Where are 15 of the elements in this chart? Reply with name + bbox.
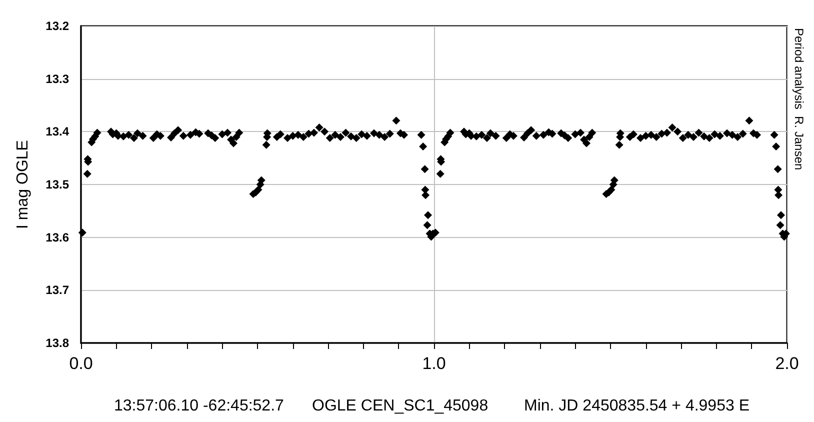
text: Period analysis R. Jansen bbox=[792, 28, 806, 170]
y-tick-label: 13.7 bbox=[46, 283, 70, 298]
x-tick-label: 1.0 bbox=[422, 354, 446, 373]
y-tick-label: 13.2 bbox=[46, 19, 70, 33]
y-tick-label: 13.8 bbox=[46, 336, 70, 350]
y-tick-label: 13.6 bbox=[46, 230, 70, 244]
x-tick-label: 0.0 bbox=[69, 354, 93, 373]
x-tick-label: 2.0 bbox=[775, 354, 799, 373]
text: Min. JD 2450835.54 + 4.9953 E bbox=[524, 398, 750, 414]
text: OGLE CEN_SC1_45098 bbox=[312, 398, 488, 414]
y-tick-label: 13.5 bbox=[46, 178, 70, 192]
text: 13:57:06.10 -62:45:52.7 bbox=[114, 398, 284, 414]
y-axis-title: I mag OGLE bbox=[14, 140, 32, 229]
y-tick-label: 13.4 bbox=[46, 124, 70, 139]
y-tick-label: 13.3 bbox=[46, 72, 70, 86]
